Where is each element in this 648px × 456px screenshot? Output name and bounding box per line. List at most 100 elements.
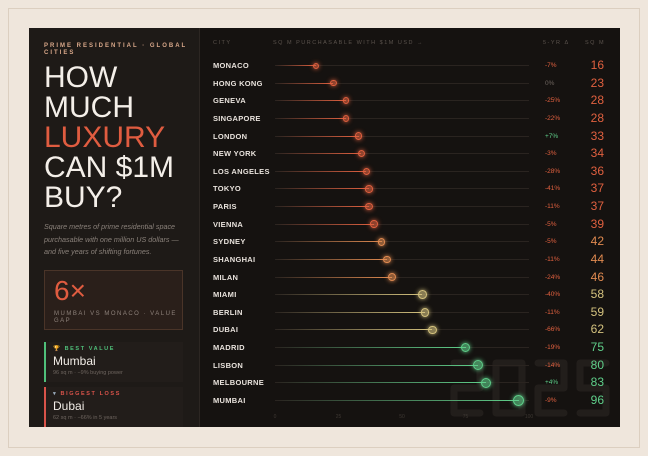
bar-track [275, 276, 529, 278]
page-frame [8, 8, 640, 448]
city-label: PARIS [213, 202, 237, 212]
city-label: MADRID [213, 343, 245, 353]
header-change: 5-YR Δ [543, 40, 570, 46]
accent-bar [44, 387, 46, 427]
value-dot [365, 185, 373, 193]
value-label: 16 [590, 58, 604, 72]
chart-row: LONDON +7% 33 [200, 128, 620, 145]
chart-row: MADRID -19% 75 [200, 339, 620, 356]
gap-value: 6× [54, 275, 86, 306]
bar-stem [275, 188, 369, 190]
infographic-card: PRIME RESIDENTIAL · GLOBAL CITIES HOW MU… [29, 28, 620, 427]
bar-track [275, 65, 529, 66]
value-dot [418, 290, 427, 299]
bar-stem [275, 329, 433, 331]
bar-track [275, 241, 529, 243]
gap-label: MUMBAI VS MONACO · VALUE GAP [54, 311, 177, 324]
bar-stem [275, 399, 519, 401]
header-city: CITY [213, 40, 232, 46]
chart-row: TOKYO -41% 37 [200, 180, 620, 197]
city-label: HONG KONG [213, 78, 263, 88]
city-label: SHANGHAI [213, 254, 256, 264]
value-label: 58 [590, 287, 604, 302]
value-label: 80 [590, 357, 604, 372]
chart-row: PARIS -11% 37 [200, 198, 620, 215]
bar-stem [275, 241, 382, 243]
chart-row: SINGAPORE -22% 28 [200, 110, 620, 127]
change-label: -19% [545, 344, 561, 352]
value-label: 37 [590, 181, 604, 196]
city-label: MUMBAI [213, 395, 246, 405]
value-label: 39 [590, 216, 604, 231]
description: Square metres of prime residential space… [44, 222, 179, 256]
best-value-tag: 🏆 BEST VALUE [53, 346, 115, 353]
accent-bar [44, 342, 46, 382]
bar-track [275, 206, 529, 208]
change-label: -66% [545, 326, 561, 334]
value-gap-box: 6× MUMBAI VS MONACO · VALUE GAP [44, 270, 183, 330]
value-dot [480, 377, 491, 388]
chart-row: LISBON -14% 80 [200, 357, 620, 374]
city-label: GENEVA [213, 96, 246, 106]
bar-stem [275, 206, 369, 208]
chart-row: BERLIN -11% 59 [200, 304, 620, 321]
value-label: 96 [590, 392, 604, 407]
value-label: 34 [590, 146, 604, 161]
city-label: LISBON [213, 360, 244, 370]
change-label: +7% [545, 132, 559, 140]
value-label: 28 [590, 110, 604, 125]
chart-row: DUBAI -66% 62 [200, 321, 620, 338]
change-label: -7% [545, 62, 557, 69]
city-label: NEW YORK [213, 149, 257, 159]
bar-stem [275, 82, 334, 84]
city-label: MILAN [213, 272, 239, 282]
change-label: -11% [545, 255, 560, 263]
city-label: BERLIN [213, 307, 243, 317]
bar-track [275, 117, 529, 119]
value-label: 44 [590, 251, 604, 266]
change-label: -41% [545, 185, 561, 193]
best-city: Mumbai [53, 354, 96, 368]
value-dot [387, 273, 396, 281]
x-tick-label: 25 [335, 414, 342, 420]
tag-text: BEST VALUE [64, 346, 116, 352]
city-label: DUBAI [213, 325, 239, 335]
city-label: MONACO [213, 61, 249, 70]
change-label: -3% [545, 150, 557, 158]
city-label: SYDNEY [213, 237, 246, 247]
x-tick-label: 75 [462, 414, 469, 420]
change-label: -40% [545, 291, 561, 299]
best-sub: 96 sq m · −9% buying power [53, 370, 123, 376]
change-label: -5% [545, 238, 557, 246]
chart-row: MUMBAI -9% 96 [200, 392, 620, 409]
bar-track [275, 100, 529, 102]
bar-stem [275, 135, 359, 137]
value-label: 46 [590, 269, 604, 284]
value-label: 83 [590, 375, 604, 390]
chart-row: SHANGHAI -11% 44 [200, 251, 620, 268]
change-label: -11% [545, 203, 560, 211]
intro-panel: PRIME RESIDENTIAL · GLOBAL CITIES HOW MU… [29, 28, 200, 427]
bar-stem [275, 65, 316, 66]
title-line: BUY? [44, 181, 123, 214]
trophy-icon: 🏆 [53, 346, 62, 352]
bar-track [275, 258, 529, 260]
x-tick-label: 0 [273, 414, 277, 420]
chart-row: LOS ANGELES -28% 36 [200, 163, 620, 180]
change-label: 0% [545, 79, 555, 87]
tag-text: BIGGEST LOSS [60, 391, 121, 397]
bar-track [275, 188, 529, 190]
bar-stem [275, 258, 387, 260]
bar-track [275, 223, 529, 225]
bar-stem [275, 311, 425, 313]
city-label: LOS ANGELES [213, 166, 270, 176]
kicker: PRIME RESIDENTIAL · GLOBAL CITIES [44, 43, 188, 56]
value-dot [342, 115, 350, 122]
value-dot [362, 167, 371, 175]
value-dot [377, 237, 386, 246]
value-dot [382, 255, 391, 264]
value-dot [330, 79, 337, 87]
city-label: VIENNA [213, 219, 244, 229]
value-label: 42 [590, 234, 604, 249]
value-label: 62 [590, 322, 604, 337]
